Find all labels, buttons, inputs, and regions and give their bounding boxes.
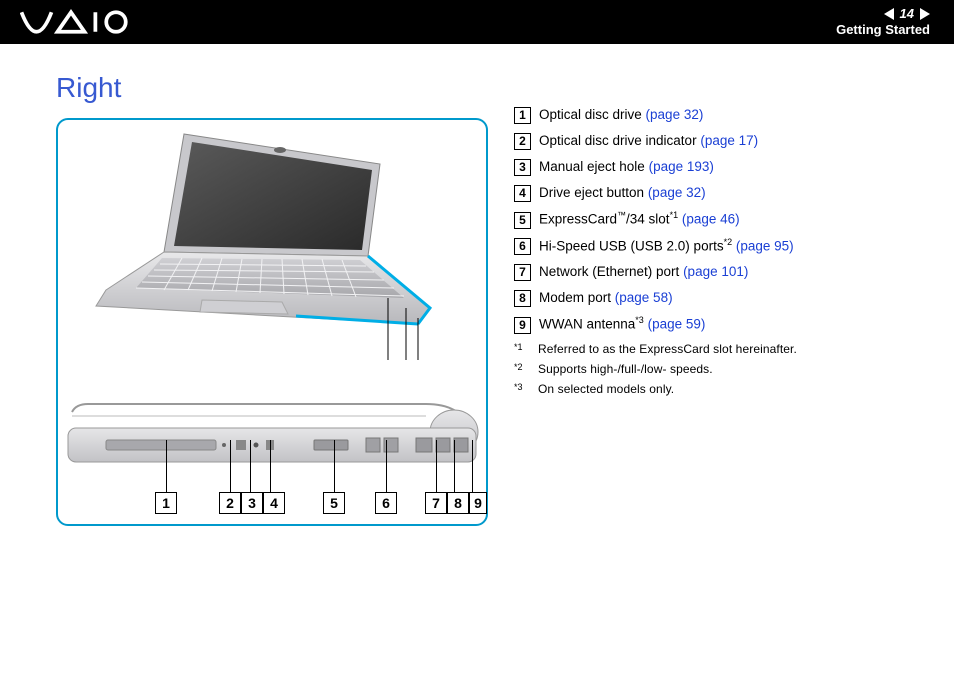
callout-4: 4	[263, 492, 285, 514]
legend-num: 5	[514, 212, 531, 229]
legend-item-2: 2 Optical disc drive indicator (page 17)	[514, 132, 914, 150]
callout-line	[250, 440, 251, 492]
page-nav: 14	[884, 6, 930, 22]
legend-item-4: 4 Drive eject button (page 32)	[514, 184, 914, 202]
legend-item-3: 3 Manual eject hole (page 193)	[514, 158, 914, 176]
callout-3: 3	[241, 492, 263, 514]
legend-text: Optical disc drive (page 32)	[539, 106, 703, 124]
footnote-text: Referred to as the ExpressCard slot here…	[538, 342, 797, 356]
footnote-text: On selected models only.	[538, 382, 674, 396]
callout-line	[472, 440, 473, 492]
legend-num: 1	[514, 107, 531, 124]
section-title: Right	[56, 72, 488, 104]
legend-num: 2	[514, 133, 531, 150]
callout-line	[166, 440, 167, 492]
legend-text: Hi-Speed USB (USB 2.0) ports*2 (page 95)	[539, 237, 794, 255]
legend-text: Drive eject button (page 32)	[539, 184, 706, 202]
right-column: 1 Optical disc drive (page 32) 2 Optical…	[514, 72, 914, 526]
page-link[interactable]: (page 193)	[649, 159, 714, 174]
callout-7: 7	[425, 492, 447, 514]
page-link[interactable]: (page 46)	[682, 212, 740, 227]
legend-item-9: 9 WWAN antenna*3 (page 59)	[514, 315, 914, 334]
nav-next-icon[interactable]	[920, 8, 930, 20]
callout-8: 8	[447, 492, 469, 514]
legend-text: Manual eject hole (page 193)	[539, 158, 714, 176]
legend-text: Network (Ethernet) port (page 101)	[539, 263, 748, 281]
callout-6: 6	[375, 492, 397, 514]
page-header: 14 Getting Started	[0, 0, 954, 44]
page-link[interactable]: (page 32)	[646, 107, 704, 122]
callout-line	[386, 440, 387, 492]
header-right: 14 Getting Started	[836, 6, 930, 37]
callout-line	[270, 440, 271, 492]
legend-num: 9	[514, 317, 531, 334]
legend-item-1: 1 Optical disc drive (page 32)	[514, 106, 914, 124]
callout-line	[454, 440, 455, 492]
legend-num: 8	[514, 290, 531, 307]
callout-1: 1	[155, 492, 177, 514]
legend-item-6: 6 Hi-Speed USB (USB 2.0) ports*2 (page 9…	[514, 237, 914, 256]
footnote-1: *1 Referred to as the ExpressCard slot h…	[514, 342, 914, 356]
page-link[interactable]: (page 95)	[736, 238, 794, 253]
page-link[interactable]: (page 101)	[683, 264, 748, 279]
callout-9: 9	[469, 492, 487, 514]
legend-item-8: 8 Modem port (page 58)	[514, 289, 914, 307]
legend-num: 3	[514, 159, 531, 176]
page-link[interactable]: (page 17)	[700, 133, 758, 148]
footnote-3: *3 On selected models only.	[514, 382, 914, 396]
footnote-mark: *1	[514, 342, 528, 356]
callout-5: 5	[323, 492, 345, 514]
legend-num: 6	[514, 238, 531, 255]
legend-item-5: 5 ExpressCard™/34 slot*1 (page 46)	[514, 210, 914, 229]
callout-2: 2	[219, 492, 241, 514]
legend-num: 4	[514, 185, 531, 202]
footnotes: *1 Referred to as the ExpressCard slot h…	[514, 342, 914, 396]
legend-text: Modem port (page 58)	[539, 289, 673, 307]
footnote-mark: *3	[514, 382, 528, 396]
legend-text: Optical disc drive indicator (page 17)	[539, 132, 758, 150]
callout-line	[436, 440, 437, 492]
footnote-2: *2 Supports high-/full-/low- speeds.	[514, 362, 914, 376]
left-column: Right	[56, 72, 488, 526]
legend-item-7: 7 Network (Ethernet) port (page 101)	[514, 263, 914, 281]
page-content: Right	[0, 44, 954, 526]
callout-line	[230, 440, 231, 492]
header-section: Getting Started	[836, 22, 930, 38]
footnote-mark: *2	[514, 362, 528, 376]
footnote-text: Supports high-/full-/low- speeds.	[538, 362, 713, 376]
page-number: 14	[900, 6, 914, 22]
legend-num: 7	[514, 264, 531, 281]
laptop-perspective-illustration	[92, 128, 452, 360]
page-link[interactable]: (page 59)	[648, 317, 706, 332]
nav-prev-icon[interactable]	[884, 8, 894, 20]
vaio-logo	[20, 8, 140, 36]
page-link[interactable]: (page 32)	[648, 185, 706, 200]
figure: 1 2 3 4 5 6 7 8 9	[56, 118, 488, 526]
legend-text: ExpressCard™/34 slot*1 (page 46)	[539, 210, 740, 228]
callout-line	[334, 440, 335, 492]
laptop-side-illustration	[66, 402, 482, 478]
legend-text: WWAN antenna*3 (page 59)	[539, 315, 705, 333]
page-link[interactable]: (page 58)	[615, 290, 673, 305]
